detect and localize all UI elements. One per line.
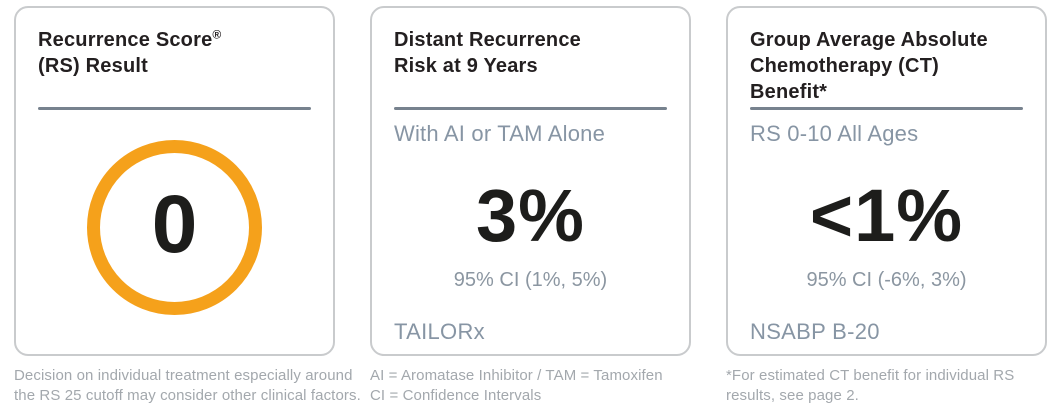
ct-benefit-title-line3: Benefit*	[750, 81, 828, 103]
ct-benefit-title-line2: Chemotherapy (CT)	[750, 55, 939, 77]
footnote-line: CI = Confidence Intervals	[370, 387, 542, 403]
ct-benefit-column: Group Average Absolute Chemotherapy (CT)…	[726, 6, 1047, 403]
distant-recurrence-card: Distant Recurrence Risk at 9 Years With …	[370, 6, 691, 356]
distant-recurrence-title: Distant Recurrence Risk at 9 Years	[394, 27, 667, 107]
divider	[38, 107, 311, 110]
patient-group-label: RS 0-10 All Ages	[750, 121, 919, 146]
confidence-interval: 95% CI (-6%, 3%)	[806, 269, 967, 291]
distant-recurrence-risk-value: 3%	[476, 174, 585, 257]
confidence-interval: 95% CI (1%, 5%)	[453, 269, 608, 291]
footnote-line: Decision on individual treatment especia…	[14, 367, 353, 384]
ct-benefit-value: <1%	[809, 174, 964, 257]
rs-score-ring: 0	[87, 140, 262, 315]
distant-recurrence-title-line2: Risk at 9 Years	[394, 55, 538, 77]
distant-recurrence-title-line1: Distant Recurrence	[394, 29, 581, 51]
registered-trademark-symbol: ®	[212, 27, 222, 42]
treatment-arm-label: With AI or TAM Alone	[394, 121, 606, 146]
divider	[394, 107, 667, 110]
rs-result-title: Recurrence Score® (RS) Result	[38, 27, 311, 107]
divider	[750, 107, 1023, 110]
ct-benefit-title: Group Average Absolute Chemotherapy (CT)…	[750, 27, 1023, 107]
ct-benefit-card: Group Average Absolute Chemotherapy (CT)…	[726, 6, 1047, 356]
study-name: TAILORx	[394, 319, 485, 344]
study-name: NSABP B-20	[750, 319, 880, 344]
footnote-line: results, see page 2.	[726, 387, 859, 403]
footnote-line: AI = Aromatase Inhibitor / TAM = Tamoxif…	[370, 367, 663, 384]
footnote-line: *For estimated CT benefit for individual…	[726, 367, 1015, 384]
rs-result-footnote: Decision on individual treatment especia…	[14, 366, 361, 403]
rs-result-column: Recurrence Score® (RS) Result 0 Decision…	[14, 6, 361, 403]
rs-result-title-line1: Recurrence Score®	[38, 27, 222, 51]
abbreviations-footnote: AI = Aromatase Inhibitor / TAM = Tamoxif…	[370, 366, 691, 403]
ct-benefit-title-line1: Group Average Absolute	[750, 29, 988, 51]
footnote-line: the RS 25 cutoff may consider other clin…	[14, 387, 361, 403]
ct-benefit-footnote: *For estimated CT benefit for individual…	[726, 366, 1047, 403]
rs-result-card: Recurrence Score® (RS) Result 0	[14, 6, 335, 356]
distant-recurrence-column: Distant Recurrence Risk at 9 Years With …	[370, 6, 691, 403]
rs-result-title-line2: (RS) Result	[38, 55, 148, 77]
rs-score-value: 0	[151, 178, 198, 270]
